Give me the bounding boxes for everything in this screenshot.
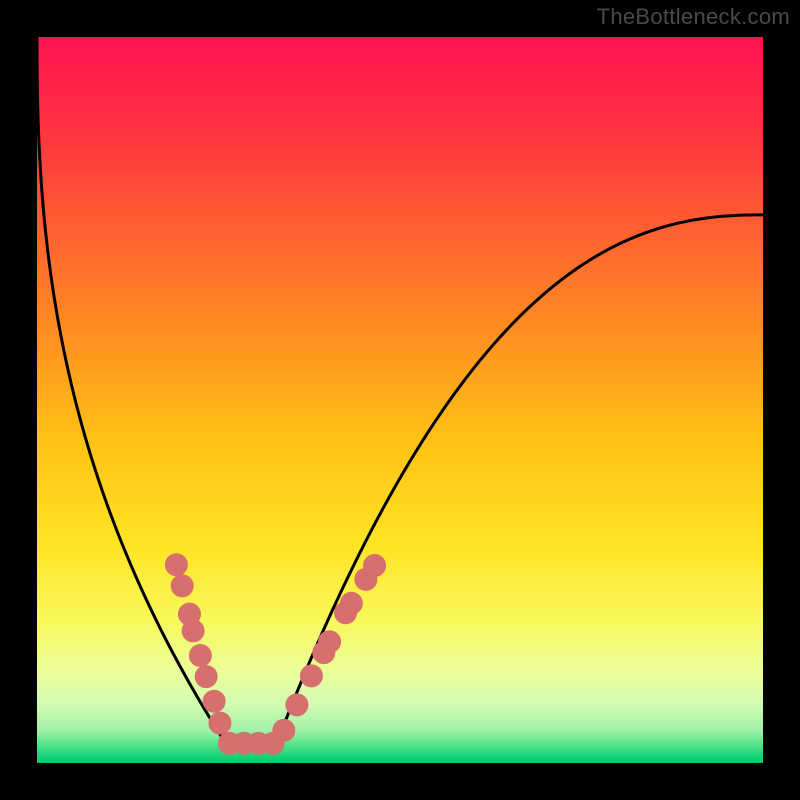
data-marker	[203, 690, 225, 712]
data-marker	[273, 719, 295, 741]
data-marker	[189, 645, 211, 667]
data-marker	[165, 554, 187, 576]
chart-container: TheBottleneck.com	[0, 0, 800, 800]
data-marker	[195, 666, 217, 688]
watermark-text: TheBottleneck.com	[597, 4, 790, 30]
plot-gradient-background	[37, 37, 763, 763]
data-marker	[364, 555, 386, 577]
data-marker	[300, 665, 322, 687]
data-marker	[209, 712, 231, 734]
data-marker	[171, 575, 193, 597]
data-marker	[286, 694, 308, 716]
bottleneck-chart	[0, 0, 800, 800]
data-marker	[319, 631, 341, 653]
data-marker	[340, 592, 362, 614]
data-marker	[182, 620, 204, 642]
